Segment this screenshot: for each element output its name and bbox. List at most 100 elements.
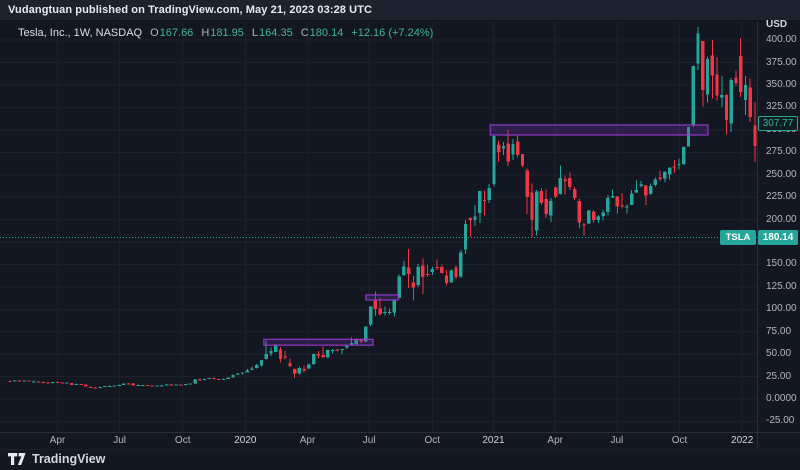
- candle-body: [601, 212, 605, 217]
- candle: [207, 377, 211, 379]
- candle-body: [311, 353, 316, 365]
- candle-body: [188, 383, 193, 385]
- price-tick-label: 25.00: [766, 370, 792, 382]
- candle-body: [60, 382, 64, 384]
- candle: [93, 387, 98, 389]
- last-price-label[interactable]: 180.14: [758, 230, 798, 245]
- candle: [501, 141, 506, 155]
- candle: [141, 384, 145, 386]
- candle: [302, 365, 306, 373]
- candle-body: [610, 196, 615, 198]
- candle: [188, 383, 193, 385]
- candle-body: [293, 369, 297, 374]
- candle: [620, 192, 624, 209]
- candle: [79, 383, 83, 385]
- candle-body: [482, 199, 487, 202]
- tradingview-logo-icon[interactable]: [8, 452, 26, 466]
- candle: [112, 385, 117, 387]
- candle-body: [701, 41, 705, 90]
- candle-body: [383, 312, 387, 314]
- candle-body: [625, 206, 629, 208]
- candle: [629, 189, 634, 206]
- candle-body: [682, 146, 686, 164]
- candle: [691, 65, 695, 127]
- candle-body: [553, 187, 558, 197]
- candle-body: [534, 191, 539, 231]
- candle-body: [620, 205, 624, 207]
- candle-body: [463, 223, 468, 250]
- candle: [444, 270, 449, 286]
- candle: [596, 215, 601, 224]
- price-tick-label: 50.00: [766, 348, 792, 360]
- candle: [416, 264, 420, 287]
- candle: [639, 180, 643, 188]
- candle-body: [326, 350, 330, 357]
- close-value: 180.14: [309, 27, 344, 39]
- candle: [487, 184, 491, 204]
- candle: [183, 384, 188, 386]
- candle: [520, 153, 525, 167]
- candle-body: [212, 377, 216, 380]
- candle-body: [36, 381, 41, 383]
- candle-body: [297, 368, 302, 374]
- candle: [705, 56, 710, 103]
- candle: [544, 189, 548, 218]
- candle-body: [402, 266, 406, 275]
- candle-body: [198, 379, 202, 381]
- candle-body: [520, 154, 525, 166]
- supply-zone-rectangle[interactable]: [489, 124, 709, 136]
- candle: [743, 75, 748, 115]
- candle-body: [392, 300, 397, 313]
- candle: [245, 369, 249, 373]
- supply-zone-rectangle[interactable]: [365, 294, 399, 301]
- candle-body: [340, 349, 344, 351]
- low-value: 164.35: [259, 27, 293, 39]
- tradingview-wordmark[interactable]: TradingView: [32, 452, 106, 466]
- price-tick-label: 250.00: [766, 168, 797, 180]
- candle-body: [93, 387, 98, 389]
- candle: [293, 368, 297, 379]
- candle: [720, 75, 724, 108]
- candle-body: [117, 385, 121, 387]
- candle: [459, 250, 463, 278]
- candle: [69, 382, 74, 386]
- time-axis[interactable]: Apr Jul Oct 2020 Apr Jul Oct 2021 Apr Jul Oct 2022: [0, 433, 757, 449]
- time-tick-month-label: Jul: [610, 435, 624, 446]
- candle-body: [753, 125, 757, 146]
- price-tick-label: 350.00: [766, 79, 797, 91]
- candle: [321, 346, 325, 359]
- price-axis[interactable]: USD 400.00375.00350.00325.00300.00275.00…: [758, 19, 800, 432]
- symbol-title[interactable]: Tesla, Inc., 1W, NASDAQ: [18, 27, 143, 39]
- candle: [202, 378, 207, 381]
- candle-body: [440, 267, 444, 274]
- candle: [715, 56, 719, 101]
- candle: [27, 380, 31, 382]
- candle-body: [13, 380, 17, 382]
- time-tick-month-label: Jul: [113, 435, 127, 446]
- candle: [60, 382, 64, 384]
- candle: [625, 204, 629, 214]
- candle-body: [103, 386, 107, 388]
- high-label: H: [201, 27, 210, 39]
- time-tick-year-label: 2020: [234, 435, 257, 446]
- candle: [326, 349, 330, 359]
- time-tick-month-label: Apr: [299, 435, 316, 446]
- time-tick-year-label: 2021: [482, 435, 505, 446]
- candle: [198, 378, 202, 381]
- candle: [32, 380, 36, 383]
- candle-body: [46, 382, 50, 384]
- candle-body: [255, 365, 259, 369]
- supply-zone-rectangle[interactable]: [263, 338, 374, 346]
- alert-price-label[interactable]: 307.77: [758, 116, 798, 131]
- candle: [406, 248, 411, 288]
- candle-body: [41, 381, 45, 383]
- candle: [221, 378, 226, 380]
- symbol-price-flag[interactable]: TSLA: [720, 230, 756, 245]
- candle: [644, 185, 648, 205]
- close-label: C: [300, 27, 309, 39]
- candle: [84, 384, 88, 387]
- chart-pane[interactable]: Tesla, Inc., 1W, NASDAQ O 167.66 H 181.95 …: [0, 22, 757, 432]
- open-label: O: [150, 27, 159, 39]
- candle-body: [316, 354, 321, 356]
- candle: [430, 267, 435, 275]
